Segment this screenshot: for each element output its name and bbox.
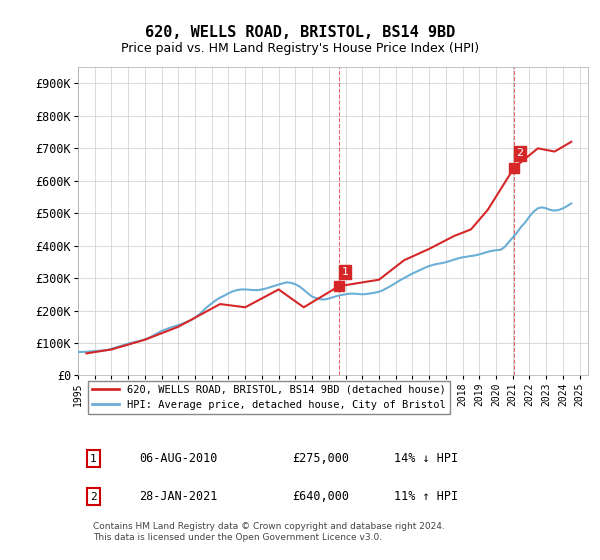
Legend: 620, WELLS ROAD, BRISTOL, BS14 9BD (detached house), HPI: Average price, detache: 620, WELLS ROAD, BRISTOL, BS14 9BD (deta… <box>88 381 450 414</box>
Text: 11% ↑ HPI: 11% ↑ HPI <box>394 491 458 503</box>
Text: 2: 2 <box>517 148 524 158</box>
Text: 06-AUG-2010: 06-AUG-2010 <box>139 452 218 465</box>
Text: £275,000: £275,000 <box>292 452 349 465</box>
Text: 2: 2 <box>90 492 97 502</box>
Text: 620, WELLS ROAD, BRISTOL, BS14 9BD: 620, WELLS ROAD, BRISTOL, BS14 9BD <box>145 25 455 40</box>
Text: Price paid vs. HM Land Registry's House Price Index (HPI): Price paid vs. HM Land Registry's House … <box>121 42 479 55</box>
Text: 28-JAN-2021: 28-JAN-2021 <box>139 491 218 503</box>
Text: 1: 1 <box>341 267 349 277</box>
Text: 14% ↓ HPI: 14% ↓ HPI <box>394 452 458 465</box>
Text: £640,000: £640,000 <box>292 491 349 503</box>
Text: 1: 1 <box>90 454 97 464</box>
Text: Contains HM Land Registry data © Crown copyright and database right 2024.
This d: Contains HM Land Registry data © Crown c… <box>94 522 445 542</box>
